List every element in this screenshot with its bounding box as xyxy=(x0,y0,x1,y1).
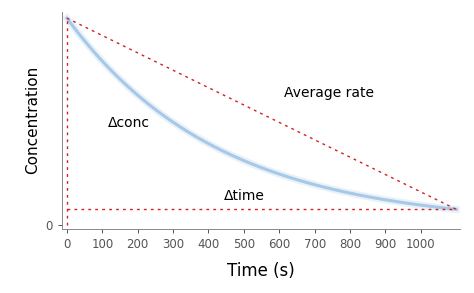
Text: Average rate: Average rate xyxy=(284,86,374,100)
X-axis label: Time (s): Time (s) xyxy=(227,262,294,280)
Y-axis label: Concentration: Concentration xyxy=(25,66,40,174)
Text: Δconc: Δconc xyxy=(108,116,150,130)
Text: Δtime: Δtime xyxy=(223,190,264,204)
